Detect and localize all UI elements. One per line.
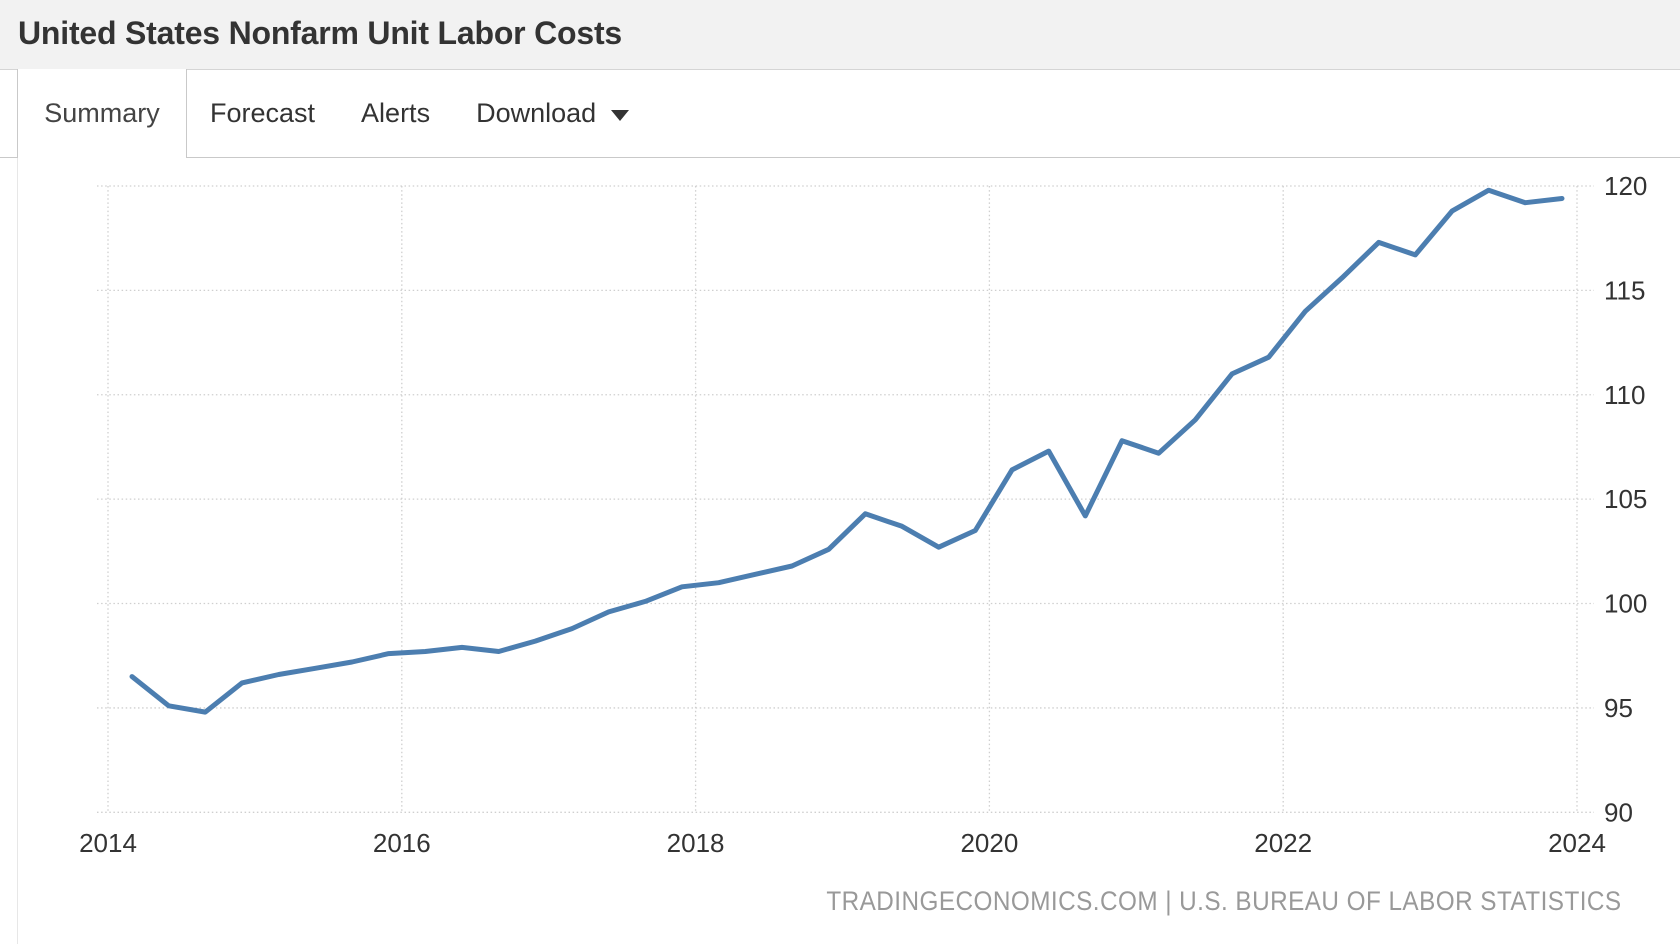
tab-download[interactable]: Download — [453, 70, 652, 157]
y-tick-label: 105 — [1604, 484, 1647, 514]
tab-download-label: Download — [476, 98, 597, 128]
tab-forecast[interactable]: Forecast — [187, 70, 338, 157]
card-left-border — [17, 158, 18, 944]
y-tick-label: 110 — [1604, 380, 1645, 410]
y-tick-label: 90 — [1604, 797, 1633, 827]
y-tick-label: 115 — [1604, 275, 1645, 305]
tab-alerts[interactable]: Alerts — [338, 70, 453, 157]
tab-summary[interactable]: Summary — [17, 69, 187, 158]
caret-down-icon — [611, 110, 630, 121]
y-tick-label: 100 — [1604, 589, 1647, 619]
y-tick-label: 95 — [1604, 693, 1633, 723]
series-line[interactable] — [129, 187, 1565, 715]
tab-forecast-label: Forecast — [210, 98, 316, 128]
y-tick-label: 120 — [1604, 171, 1647, 201]
x-tick-label: 2018 — [667, 828, 725, 858]
x-tick-label: 2020 — [960, 828, 1018, 858]
tab-alerts-label: Alerts — [361, 98, 431, 128]
x-tick-label: 2024 — [1548, 828, 1606, 858]
x-tick-label: 2014 — [79, 828, 137, 858]
attribution-text[interactable]: TRADINGECONOMICS.COM | U.S. BUREAU OF LA… — [826, 886, 1622, 916]
x-tick-label: 2022 — [1254, 828, 1312, 858]
x-tick-label: 2016 — [373, 828, 431, 858]
tab-summary-label: Summary — [44, 98, 160, 128]
titlebar: United States Nonfarm Unit Labor Costs — [0, 0, 1680, 70]
tab-bar: Summary Forecast Alerts Download — [0, 69, 1680, 158]
page-title: United States Nonfarm Unit Labor Costs — [18, 15, 623, 51]
